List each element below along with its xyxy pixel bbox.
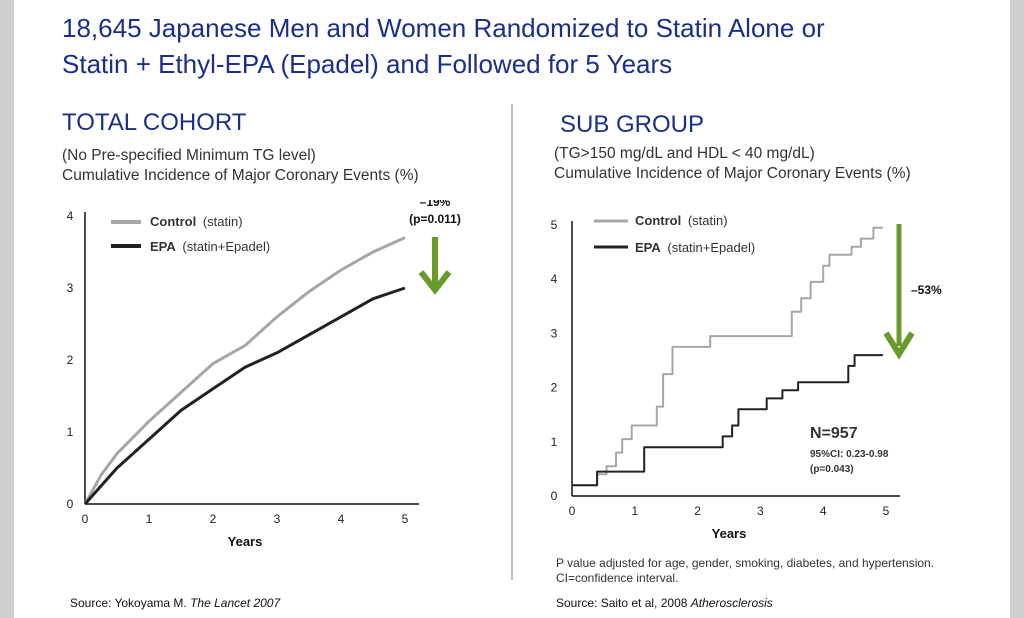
left-source: Source: Yokoyama M. The Lancet 2007 — [70, 596, 280, 610]
sub-group-reduction: –53% — [911, 283, 942, 297]
x-tick-label: 4 — [338, 512, 345, 526]
slide-title: 18,645 Japanese Men and Women Randomized… — [62, 10, 962, 82]
legend-control-label: Control (statin) — [150, 214, 243, 229]
sub-group-ci-label: 95%CI: 0.23-0.98 — [810, 449, 889, 460]
panel-divider — [511, 104, 513, 580]
control-series-line — [572, 226, 883, 487]
epa-series-line — [83, 286, 406, 505]
legend-epa-label: EPA (statin+Epadel) — [635, 240, 755, 255]
x-tick-label: 3 — [274, 512, 281, 526]
slide-title-line1: 18,645 Japanese Men and Women Randomized… — [62, 13, 825, 43]
total-cohort-subtitle: (No Pre-specified Minimum TG level) Cumu… — [62, 146, 419, 186]
x-axis-title: Years — [712, 526, 747, 541]
sub-group-subtitle-line1: (TG>150 mg/dL and HDL < 40 mg/dL) — [554, 145, 815, 162]
control-series-line — [83, 236, 406, 505]
sub-group-n-label: N=957 — [810, 425, 858, 442]
sub-group-series — [572, 226, 883, 487]
sub-group-heading: SUB GROUP — [560, 111, 705, 138]
total-cohort-legend: Control (statin) EPA (statin+Epadel) — [111, 214, 270, 254]
left-source-journal: The Lancet 2007 — [190, 596, 281, 610]
x-tick-label: 5 — [402, 512, 409, 526]
y-tick-label: 5 — [551, 218, 558, 232]
total-cohort-reduction: –19% — [420, 200, 451, 209]
y-tick-label: 3 — [551, 326, 558, 340]
x-tick-label: 2 — [694, 504, 701, 518]
y-tick-label: 2 — [67, 353, 74, 367]
y-tick-label: 2 — [551, 381, 558, 395]
y-tick-label: 0 — [551, 489, 558, 503]
y-tick-label: 4 — [551, 272, 558, 286]
p-value-note-line1: P value adjusted for age, gender, smokin… — [556, 556, 935, 570]
x-tick-label: 3 — [757, 504, 764, 518]
sub-group-legend: Control (statin) EPA (statin+Epadel) — [594, 213, 755, 255]
epa-series-line — [572, 354, 883, 487]
total-cohort-chart: 0 1 2 3 4 5 0 1 2 3 4 Years Control (statin) EPA (s… — [67, 200, 461, 549]
legend-epa-label: EPA (statin+Epadel) — [150, 239, 270, 254]
total-cohort-subtitle-line1: (No Pre-specified Minimum TG level) — [62, 147, 316, 164]
total-cohort-heading: TOTAL COHORT — [62, 109, 247, 136]
y-tick-label: 1 — [67, 425, 74, 439]
y-tick-label: 4 — [67, 209, 74, 223]
slide-title-line2: Statin + Ethyl-EPA (Epadel) and Followed… — [62, 49, 673, 79]
sub-group-chart: 0 1 2 3 4 5 0 1 2 3 4 5 Years Control (statin) EPA (… — [551, 213, 942, 541]
x-tick-label: 0 — [82, 512, 89, 526]
sub-group-subtitle-line2: Cumulative Incidence of Major Coronary E… — [554, 165, 911, 182]
x-axis-title: Years — [228, 534, 263, 549]
p-value-note-line2: CI=confidence interval. — [556, 571, 679, 585]
y-tick-label: 0 — [67, 497, 74, 511]
total-cohort-subtitle-line2: Cumulative Incidence of Major Coronary E… — [62, 167, 419, 184]
x-tick-label: 2 — [210, 512, 217, 526]
down-arrow-icon — [418, 237, 452, 295]
x-tick-label: 4 — [820, 504, 827, 518]
y-tick-label: 1 — [551, 435, 558, 449]
x-tick-label: 0 — [569, 504, 576, 518]
down-arrow-icon — [883, 224, 915, 360]
x-tick-label: 5 — [883, 504, 890, 518]
sub-group-axes: 0 1 2 3 4 5 0 1 2 3 4 5 Years — [551, 218, 900, 541]
x-tick-label: 1 — [631, 504, 638, 518]
x-tick-label: 1 — [146, 512, 153, 526]
total-cohort-series — [83, 236, 406, 505]
left-source-prefix: Source: Yokoyama M. — [70, 596, 191, 610]
right-source-prefix: Source: Saito et al, 2008 — [556, 596, 691, 610]
total-cohort-axes: 0 1 2 3 4 5 0 1 2 3 4 Years — [67, 209, 419, 549]
legend-control-label: Control (statin) — [635, 213, 728, 228]
sub-group-p-label: (p=0.043) — [810, 464, 854, 475]
right-source: Source: Saito et al, 2008 Atherosclerosi… — [556, 596, 773, 610]
total-cohort-pvalue: (p=0.011) — [409, 212, 461, 226]
right-source-journal: Atherosclerosis — [690, 596, 773, 610]
y-tick-label: 3 — [67, 281, 74, 295]
sub-group-subtitle: (TG>150 mg/dL and HDL < 40 mg/dL) Cumula… — [554, 144, 911, 184]
p-value-note: P value adjusted for age, gender, smokin… — [556, 556, 934, 586]
